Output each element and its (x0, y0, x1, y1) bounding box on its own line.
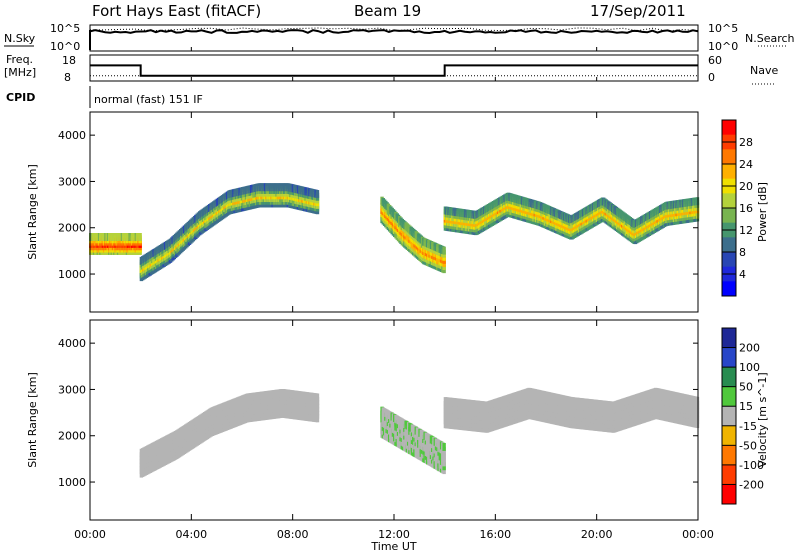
nsky-tick-top: 10^5 (50, 22, 80, 35)
nsearch-label: N.Search (745, 32, 795, 45)
power-panel: 1000 2000 3000 4000 Slant Range [km] (26, 111, 700, 313)
power-cell-0 (138, 233, 142, 241)
velocity-cell-0 (315, 393, 320, 402)
cpid-text: normal (fast) 151 IF (94, 93, 203, 106)
station-title: Fort Hays East (fitACF) (92, 2, 261, 20)
power-cell-2 (442, 246, 446, 255)
power-cell-1 (315, 190, 320, 199)
freq-trace (90, 64, 698, 77)
nsearch-tick-bottom: 10^0 (708, 40, 738, 53)
power-ytick-label: 1000 (58, 268, 86, 281)
freq-tick-top: 18 (62, 54, 76, 67)
nave-label: Nave (750, 64, 778, 77)
date-label: 17/Sep/2011 (590, 2, 686, 20)
power-y-label: Slant Range [km] (26, 164, 39, 260)
freq-label: Freq. (6, 53, 33, 66)
nsky-trace (89, 29, 699, 50)
noise-panel: N.Sky 10^5 10^0 10^5 10^0 N.Search (4, 22, 795, 53)
power-ytick-label: 4000 (58, 129, 86, 142)
nave-tick-top: 60 (708, 54, 722, 67)
power-cell-3 (695, 197, 700, 206)
cpid-label: CPID (6, 91, 35, 104)
nsky-tick-bottom: 10^0 (50, 40, 80, 53)
nsky-label: N.Sky (4, 32, 36, 45)
power-y-axis: 1000 2000 3000 4000 (58, 129, 698, 281)
power-ytick-label: 3000 (58, 175, 86, 188)
power-ytick-label: 2000 (58, 222, 86, 235)
velocity-cell-1 (442, 442, 446, 451)
freq-tick-bottom: 8 (64, 71, 71, 84)
beam-label: Beam 19 (354, 2, 421, 20)
power-data (89, 183, 700, 282)
nsearch-tick-top: 10^5 (708, 22, 738, 35)
nave-tick-bottom: 0 (708, 71, 715, 84)
velocity-data (139, 387, 700, 478)
freq-unit: [MHz] (4, 66, 36, 79)
freq-panel: Freq. [MHz] 18 8 60 0 Nave (4, 53, 778, 85)
cpid-panel: CPID normal (fast) 151 IF (6, 86, 203, 108)
